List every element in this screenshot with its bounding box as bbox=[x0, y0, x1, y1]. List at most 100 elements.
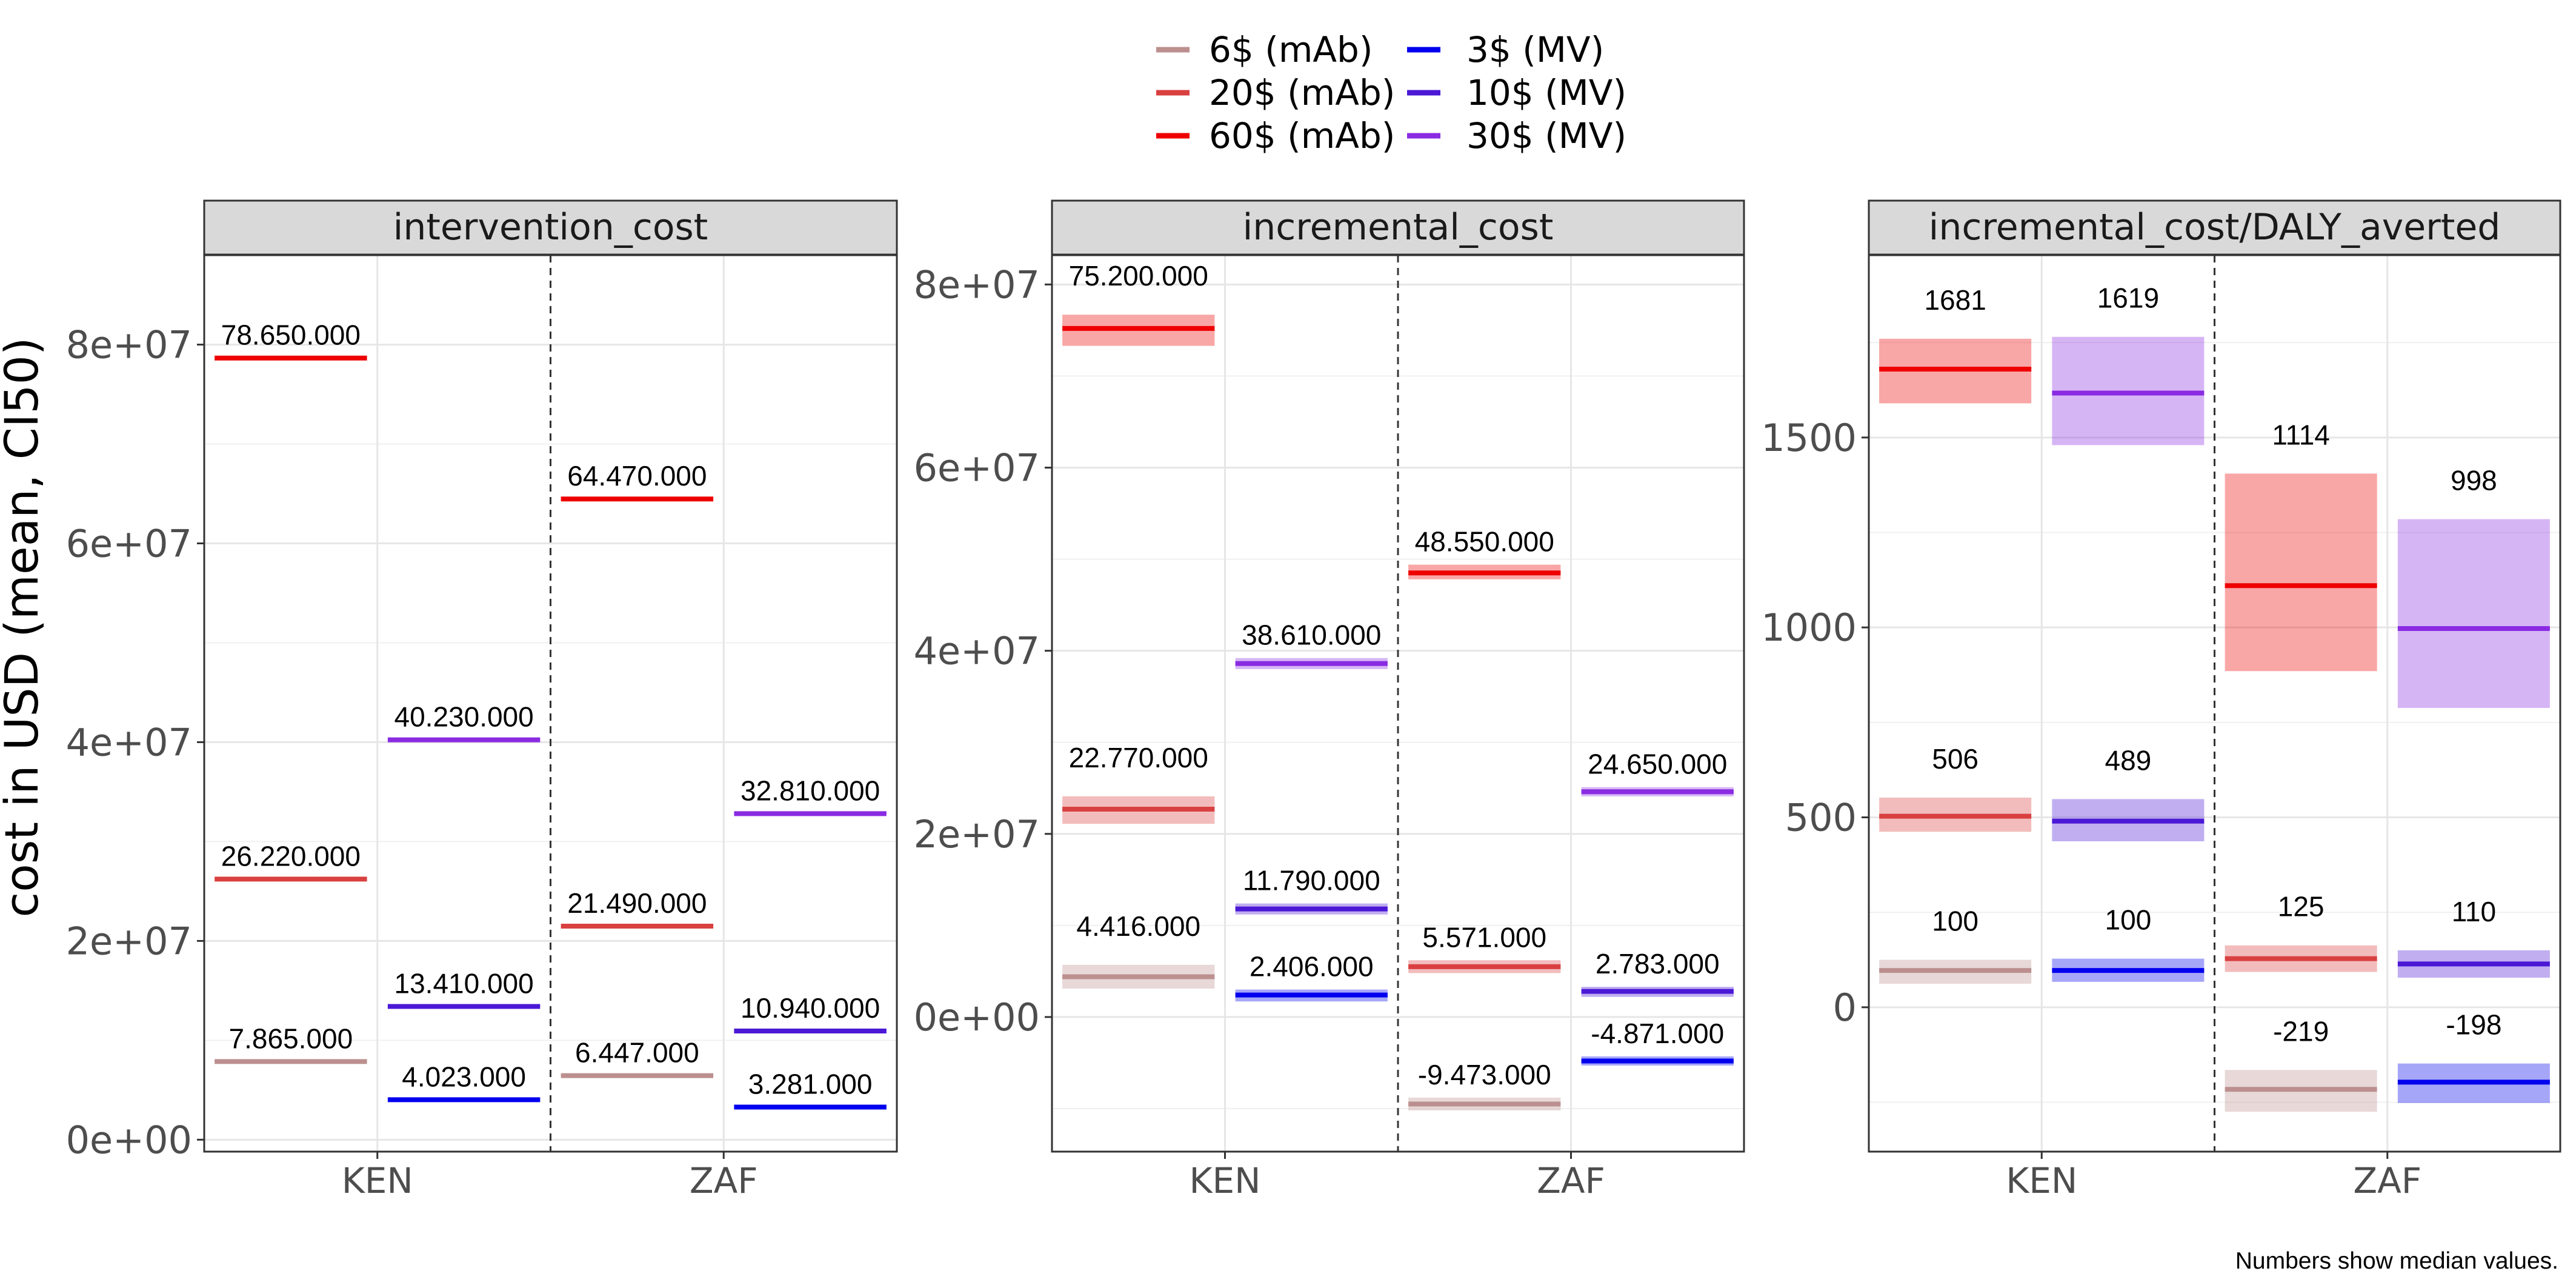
median-label: 7.865.000 bbox=[229, 1023, 353, 1054]
crossbar-mv10-zaf: 2.783.000 bbox=[1581, 948, 1734, 997]
median-label: 6.447.000 bbox=[575, 1037, 699, 1069]
crossbar-mab6-ken: 4.416.000 bbox=[1062, 910, 1215, 989]
y-tick-label: 8e+07 bbox=[914, 262, 1040, 307]
x-tick-label: KEN bbox=[1189, 1160, 1260, 1201]
plot-area: 4.416.000 22.770.000 75.200.000 2.406.000 11… bbox=[1052, 255, 1744, 1152]
median-label: 100 bbox=[2105, 904, 2152, 936]
median-label: 1114 bbox=[2272, 419, 2330, 450]
crossbar-mab6-zaf: -9.473.000 bbox=[1408, 1059, 1561, 1111]
crossbar-mab60-zaf: 64.470.000 bbox=[561, 460, 714, 502]
crossbar-mab60-zaf: 48.550.000 bbox=[1408, 526, 1561, 579]
crossbar-mv3-ken: 4.023.000 bbox=[387, 1061, 541, 1103]
x-tick-label: KEN bbox=[342, 1160, 413, 1201]
median-label: 38.610.000 bbox=[1242, 619, 1381, 651]
legend-entry-mv10: 10$ (MV) bbox=[1407, 72, 1626, 113]
median-label: 21.490.000 bbox=[567, 887, 707, 919]
median-label: 75.200.000 bbox=[1069, 260, 1208, 292]
crossbar-mab60-ken: 1681 bbox=[1879, 284, 2032, 404]
ci-band bbox=[2397, 519, 2550, 709]
crossbar-mab60-ken: 78.650.000 bbox=[215, 319, 367, 361]
facet-title: incremental_cost bbox=[1243, 206, 1554, 249]
legend-entry-mv30: 30$ (MV) bbox=[1407, 115, 1626, 156]
median-label: 110 bbox=[2452, 896, 2496, 927]
y-tick-label: 0e+00 bbox=[66, 1118, 192, 1162]
median-label: 11.790.000 bbox=[1243, 865, 1380, 896]
median-label: 78.650.000 bbox=[221, 319, 361, 351]
facet-panels: intervention_cost 7.865.000 26.220.000 78.6… bbox=[66, 199, 2561, 1201]
x-tick-label: ZAF bbox=[690, 1160, 758, 1201]
median-label: 3.281.000 bbox=[748, 1069, 873, 1100]
legend-entry-mab6: 6$ (mAb) bbox=[1156, 29, 1373, 70]
legend-label-mv10: 10$ (MV) bbox=[1466, 72, 1626, 113]
crossbar-mab20-zaf: 21.490.000 bbox=[561, 887, 714, 929]
crossbar-mv30-zaf: 24.650.000 bbox=[1581, 749, 1734, 796]
median-label: 64.470.000 bbox=[567, 460, 707, 492]
crossbar-mv10-ken: 13.410.000 bbox=[387, 967, 541, 1009]
panel-border bbox=[1868, 254, 2561, 1153]
crossbar-mab6-zaf: -219 bbox=[2225, 1015, 2377, 1112]
median-label: 24.650.000 bbox=[1588, 749, 1727, 780]
median-label: 2.406.000 bbox=[1250, 951, 1374, 983]
median-label: 10.940.000 bbox=[741, 992, 880, 1024]
panel-border bbox=[203, 254, 898, 1153]
median-label: 4.416.000 bbox=[1076, 910, 1200, 942]
median-label: 32.810.000 bbox=[741, 775, 880, 806]
crossbar-mv30-zaf: 32.810.000 bbox=[734, 775, 887, 816]
legend-label-mab20: 20$ (mAb) bbox=[1209, 72, 1395, 113]
crossbar-mv3-zaf: -4.871.000 bbox=[1581, 1018, 1734, 1066]
median-label: -219 bbox=[2273, 1015, 2329, 1047]
panel-3: incremental_cost/DALY_averted10050616811… bbox=[1761, 199, 2561, 1201]
crossbar-mv10-zaf: 110 bbox=[2397, 896, 2550, 978]
y-axis-title: cost in USD (mean, CI50) bbox=[0, 337, 48, 917]
median-label: 489 bbox=[2105, 744, 2152, 776]
plot-area: 100 506 1681 100 489 1619 -219 125 1114 -198 110 99… bbox=[1869, 255, 2560, 1152]
crossbar-mv30-ken: 40.230.000 bbox=[387, 701, 541, 742]
legend-label-mv3: 3$ (MV) bbox=[1466, 29, 1604, 70]
median-label: 1681 bbox=[1924, 284, 1986, 316]
y-tick-label: 2e+07 bbox=[66, 919, 192, 963]
y-tick-label: 500 bbox=[1785, 796, 1857, 840]
median-label: 4.023.000 bbox=[402, 1061, 526, 1092]
x-tick-label: ZAF bbox=[1537, 1160, 1605, 1201]
panel-2: incremental_cost 4.416.000 22.770.000 75.20… bbox=[914, 199, 1745, 1201]
median-label: -198 bbox=[2446, 1009, 2501, 1041]
y-tick-label: 0 bbox=[1833, 986, 1857, 1030]
legend-entry-mab20: 20$ (mAb) bbox=[1156, 72, 1395, 113]
legend-entry-mv3: 3$ (MV) bbox=[1407, 29, 1604, 70]
median-label: 48.550.000 bbox=[1415, 526, 1554, 558]
median-label: 13.410.000 bbox=[394, 967, 534, 999]
crossbar-mab6-ken: 7.865.000 bbox=[215, 1023, 367, 1064]
median-label: -4.871.000 bbox=[1591, 1018, 1724, 1049]
legend: 6$ (mAb)20$ (mAb)60$ (mAb) 3$ (MV)10$ (MV… bbox=[1156, 29, 1626, 156]
facet-strip bbox=[1051, 199, 1745, 256]
median-label: 22.770.000 bbox=[1069, 742, 1208, 773]
median-label: 26.220.000 bbox=[221, 840, 361, 872]
plot-area: 7.865.000 26.220.000 78.650.000 4.023.000 13… bbox=[204, 255, 897, 1152]
median-label: 40.230.000 bbox=[394, 701, 534, 733]
crossbar-mab20-zaf: 125 bbox=[2225, 891, 2377, 972]
crossbar-mv10-ken: 11.790.000 bbox=[1235, 865, 1388, 915]
crossbar-mv10-zaf: 10.940.000 bbox=[734, 992, 887, 1033]
legend-entry-mab60: 60$ (mAb) bbox=[1156, 115, 1395, 156]
y-tick-label: 6e+07 bbox=[914, 445, 1040, 490]
median-label: 1619 bbox=[2097, 282, 2159, 314]
median-label: 125 bbox=[2278, 891, 2325, 923]
panel-1: intervention_cost 7.865.000 26.220.000 78.6… bbox=[66, 199, 898, 1201]
ci-band bbox=[2225, 473, 2377, 672]
crossbar-mv30-ken: 38.610.000 bbox=[1235, 619, 1388, 669]
panel-border bbox=[1051, 254, 1745, 1153]
crossbar-mv3-zaf: 3.281.000 bbox=[734, 1069, 887, 1110]
y-tick-label: 1000 bbox=[1761, 606, 1857, 650]
x-tick-label: ZAF bbox=[2353, 1160, 2421, 1201]
crossbar-mv3-ken: 2.406.000 bbox=[1235, 951, 1388, 1002]
crossbar-mv3-zaf: -198 bbox=[2397, 1009, 2550, 1103]
crossbar-mab20-ken: 506 bbox=[1879, 743, 2032, 832]
crossbar-mab60-ken: 75.200.000 bbox=[1062, 260, 1215, 346]
y-tick-label: 1500 bbox=[1761, 416, 1857, 460]
facet-title: intervention_cost bbox=[393, 206, 708, 249]
y-tick-label: 2e+07 bbox=[914, 812, 1040, 856]
median-label: 506 bbox=[1932, 743, 1979, 775]
crossbar-mv30-zaf: 998 bbox=[2397, 465, 2550, 709]
x-tick-label: KEN bbox=[2006, 1160, 2077, 1201]
